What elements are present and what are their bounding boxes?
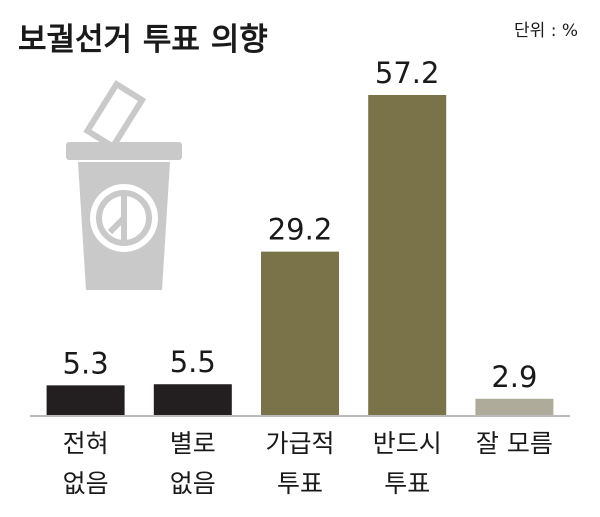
bar [261, 251, 339, 415]
x-tick-label: 반드시 [373, 429, 442, 458]
bar [153, 384, 232, 415]
value-label: 57.2 [375, 56, 440, 90]
value-label: 5.3 [63, 346, 109, 380]
x-tick-label: 없음 [170, 469, 216, 498]
value-label: 5.5 [170, 345, 216, 379]
x-tick-label: 전혀 [63, 429, 109, 458]
ballot-box-icon [66, 80, 182, 290]
chart-title: 보궐선거 투표 의향 [18, 22, 268, 58]
value-label: 29.2 [268, 213, 333, 247]
bar [475, 398, 554, 415]
x-tick-label: 가급적 [265, 429, 334, 458]
x-tick-label: 잘 모름 [476, 429, 553, 458]
unit-label: 단위 : % [514, 21, 578, 41]
x-tick-label: 없음 [63, 469, 109, 498]
bar [368, 95, 447, 415]
x-tick-label: 투표 [277, 469, 323, 498]
bar [46, 385, 125, 415]
x-tick-label: 투표 [384, 469, 430, 498]
x-tick-label: 별로 [170, 429, 216, 458]
value-label: 2.9 [491, 360, 537, 394]
